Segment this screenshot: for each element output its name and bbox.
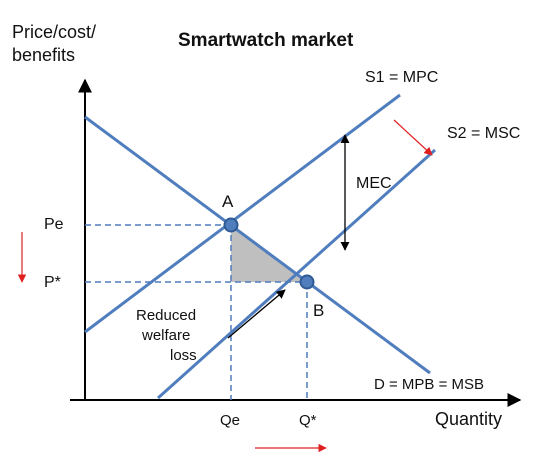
y-axis-label-line2: benefits xyxy=(12,45,75,65)
supply-shift-arrow xyxy=(393,119,433,156)
s1-label: S1 = MPC xyxy=(365,69,438,86)
mec-label: MEC xyxy=(356,175,392,192)
demand-mpb-msb-curve xyxy=(84,115,431,375)
demand-label: D = MPB = MSB xyxy=(374,376,484,393)
s2-label: S2 = MSC xyxy=(447,125,520,142)
point-a-label: A xyxy=(222,192,234,211)
point-b-label: B xyxy=(313,301,324,320)
s1-mpc-curve xyxy=(84,93,401,334)
welfare-loss-arrow xyxy=(227,289,286,339)
welfare-loss-line2: welfare xyxy=(141,327,190,344)
qstar-label: Q* xyxy=(299,412,317,429)
chart-title: Smartwatch market xyxy=(178,30,354,51)
welfare-loss-line3: loss xyxy=(170,347,197,364)
x-axis-label: Quantity xyxy=(435,409,502,429)
pstar-label: P* xyxy=(44,274,61,291)
y-axis-label-line1: Price/cost/ xyxy=(12,22,96,42)
welfare-loss-line1: Reduced xyxy=(136,307,196,324)
pe-label: Pe xyxy=(44,216,64,233)
qe-label: Qe xyxy=(220,412,240,429)
point-a-marker xyxy=(223,217,239,233)
point-b-marker xyxy=(299,274,315,290)
